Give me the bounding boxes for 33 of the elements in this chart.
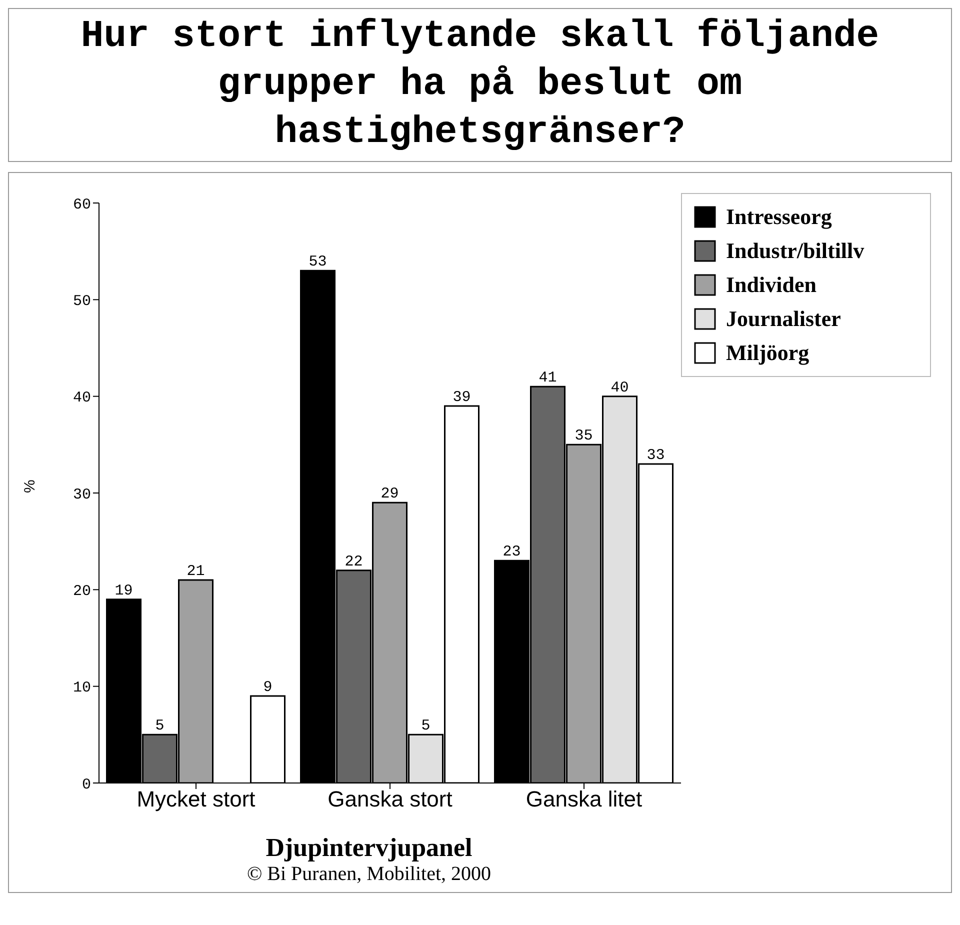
y-tick-label: 10 — [72, 680, 91, 697]
data-label: 29 — [380, 486, 399, 503]
data-label: 23 — [502, 544, 521, 561]
text: © Bi Puranen, Mobilitet, 2000 — [246, 863, 492, 886]
data-label: 40 — [610, 379, 629, 396]
data-label: 5 — [155, 718, 164, 735]
data-label: 39 — [452, 389, 471, 406]
y-tick-label: 60 — [72, 196, 91, 214]
y-tick-label: 0 — [82, 776, 91, 794]
y-tick-label: 20 — [72, 582, 91, 600]
data-label: 22 — [344, 553, 363, 570]
data-label: 19 — [114, 582, 133, 600]
legend-label: Industr/biltillv — [726, 238, 864, 264]
data-label: 53 — [308, 254, 327, 271]
data-label: 9 — [263, 679, 272, 696]
data-label: 41 — [538, 370, 557, 387]
y-axis-title: % — [21, 480, 38, 493]
legend-label: Individen — [726, 272, 816, 298]
y-tick-label: 40 — [72, 390, 91, 407]
data-label: 21 — [186, 563, 205, 580]
text: Djupintervjupanel — [264, 833, 474, 863]
data-label: 5 — [421, 718, 430, 735]
data-label: 33 — [646, 447, 665, 464]
chart-title: Hur stort inflytande skall följande grupper ha på beslut om hastighetsgränser? — [8, 8, 952, 162]
legend-label: Miljöorg — [726, 340, 810, 366]
x-tick-label: Ganska stort — [328, 786, 452, 812]
legend-label: Journalister — [726, 306, 841, 332]
legend-label: Intresseorg — [726, 204, 832, 230]
x-tick-label: Ganska litet — [526, 786, 642, 812]
y-tick-label: 50 — [72, 292, 91, 310]
y-tick-label: 30 — [72, 486, 91, 504]
x-tick-label: Mycket stort — [136, 786, 256, 812]
data-label: 35 — [574, 428, 593, 445]
